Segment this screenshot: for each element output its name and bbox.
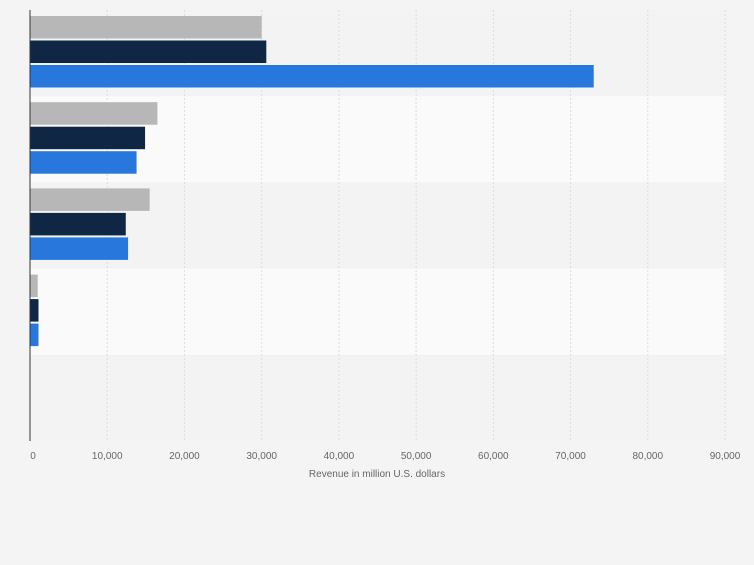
bar-series-1-category-2[interactable] — [30, 212, 126, 236]
bar-series-2-category-1[interactable] — [30, 151, 137, 174]
x-tick-label: 30,000 — [246, 451, 277, 462]
bar-series-1-category-3[interactable] — [30, 299, 39, 322]
bar-series-2-category-2[interactable] — [30, 237, 129, 260]
x-tick-label: 90,000 — [710, 451, 741, 462]
bar-series-0-category-1[interactable] — [30, 102, 158, 125]
bar-series-0-category-2[interactable] — [30, 188, 150, 211]
category-bands — [30, 10, 725, 441]
x-axis-title: Revenue in million U.S. dollars — [309, 469, 445, 480]
bar-series-1-category-0[interactable] — [30, 40, 267, 64]
bar-series-2-category-0[interactable] — [30, 65, 594, 88]
bars — [30, 16, 594, 347]
x-tick-labels: 0 10,000 20,000 30,000 40,000 50,000 60,000 70,… — [30, 451, 741, 462]
category-band-4 — [30, 354, 725, 441]
x-tick-label: 10,000 — [92, 451, 123, 462]
x-tick-label: 80,000 — [632, 451, 663, 462]
x-tick-label: 50,000 — [401, 451, 432, 462]
bar-series-0-category-0[interactable] — [30, 16, 262, 39]
x-tick-label: 40,000 — [324, 451, 355, 462]
bar-series-2-category-3[interactable] — [30, 323, 39, 347]
x-tick-label: 60,000 — [478, 451, 509, 462]
x-tick-label: 20,000 — [169, 451, 200, 462]
bar-series-1-category-1[interactable] — [30, 126, 146, 150]
category-band-3 — [30, 268, 725, 355]
bar-series-0-category-3[interactable] — [30, 274, 38, 298]
x-tick-label: 0 — [30, 451, 36, 462]
x-tick-label: 70,000 — [555, 451, 586, 462]
